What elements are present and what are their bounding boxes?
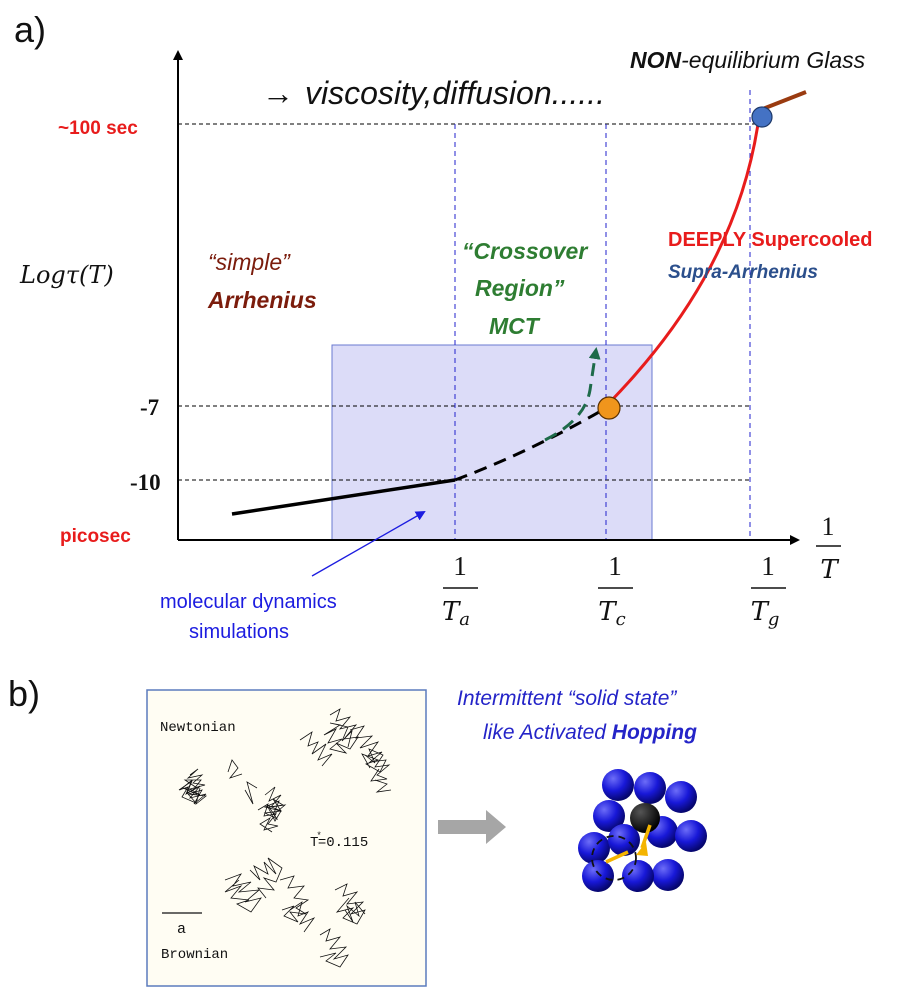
trajectory-scribbles [178, 708, 392, 968]
particle [675, 820, 707, 852]
particle [608, 824, 640, 856]
viscosity-arrow-glyph: → [262, 75, 294, 111]
transition-arrow [438, 810, 506, 844]
hopping-label-1: Intermittent “solid state” [457, 687, 677, 710]
arrhenius-label: Arrhenius [207, 287, 317, 313]
particle [622, 860, 654, 892]
supra-arrhenius-curve [608, 123, 760, 404]
x-tick-tc: 1 Tc [598, 551, 633, 630]
tick-picosec: picosec [60, 526, 131, 547]
crossover-point [597, 396, 621, 420]
supra-arrhenius-label: Supra-Arrhenius [668, 262, 818, 283]
x-tick-tc-num: 1 [608, 551, 622, 581]
x-tick-tg-den: Tg [751, 597, 780, 630]
glass-transition-point [751, 106, 773, 128]
hopping-label-2-plain: like Activated [483, 721, 612, 744]
scale-bar-label: a [177, 921, 186, 938]
x-tick-tc-den: Tc [598, 597, 625, 630]
md-simulation-region [331, 344, 653, 541]
trajectory-image [146, 689, 427, 987]
particle [634, 772, 666, 804]
panel-b-label: b) [8, 673, 40, 714]
glass-label: NON-equilibrium Glass [630, 47, 866, 73]
temperature-value: =0.115 [318, 835, 368, 851]
particle [665, 781, 697, 813]
hopping-label-2-bold: Hopping [612, 721, 697, 744]
mct-divergence-curve [544, 347, 601, 442]
x-axis-label-den: T [820, 555, 839, 585]
x-tick-tg-sym: T [751, 597, 770, 627]
crossover-label-3: MCT [489, 313, 541, 339]
particle [602, 769, 634, 801]
panel-a-label: a) [14, 9, 46, 50]
x-axis-label-num: 1 [822, 512, 835, 541]
md-pointer-arrow [311, 511, 426, 577]
glass-label-rest: -equilibrium Glass [681, 47, 866, 73]
md-label-2: simulations [189, 621, 289, 643]
temperature-star: * [316, 831, 321, 841]
particle [593, 800, 625, 832]
hop-arrowhead [636, 842, 648, 856]
x-tick-ta-den: Ta [442, 597, 470, 630]
extrapolated-dashed-curve [454, 406, 607, 482]
tick-minus-10: -10 [130, 470, 161, 495]
glass-label-bold: NON [630, 47, 682, 73]
arrhenius-line [231, 478, 456, 516]
simple-label: “simple” [208, 249, 291, 275]
newtonian-label: Newtonian [160, 720, 236, 736]
x-tick-tg-num: 1 [761, 551, 775, 581]
x-tick-ta: 1 Ta [442, 551, 478, 630]
tick-minus-7: -7 [140, 395, 159, 420]
particle-cluster [578, 769, 707, 892]
hopping-label-2: like Activated Hopping [483, 721, 697, 744]
temperature-label: T*=0.115 [310, 831, 368, 851]
brownian-label: Brownian [161, 947, 228, 963]
x-tick-tc-sub: c [616, 609, 626, 630]
hopping-particle [630, 803, 660, 833]
x-tick-tc-sym: T [598, 597, 617, 627]
x-tick-tg-sub: g [768, 609, 780, 630]
x-tick-ta-sym: T [442, 597, 461, 627]
x-tick-tg: 1 Tg [751, 551, 786, 630]
viscosity-diffusion-label: viscosity,diffusion...... [305, 75, 605, 111]
horizontal-guides [178, 123, 760, 481]
vacancy-outline [591, 835, 637, 881]
tick-100-sec: ~100 sec [58, 118, 138, 139]
crossover-label-2: Region” [475, 275, 565, 301]
glass-line [759, 90, 807, 112]
x-tick-ta-sub: a [459, 609, 470, 630]
x-tick-ta-num: 1 [453, 551, 467, 581]
temperature-prefix: T [310, 835, 318, 851]
particle [652, 859, 684, 891]
particle [582, 860, 614, 892]
deeply-supercooled-label: DEEPLY Supercooled [668, 229, 873, 251]
hop-path [605, 824, 652, 864]
y-axis-label: Logτ(T) [19, 261, 114, 289]
md-label-1: molecular dynamics [160, 591, 337, 613]
crossover-label-1: “Crossover [462, 238, 588, 264]
x-axis-label: 1 T [816, 512, 841, 585]
